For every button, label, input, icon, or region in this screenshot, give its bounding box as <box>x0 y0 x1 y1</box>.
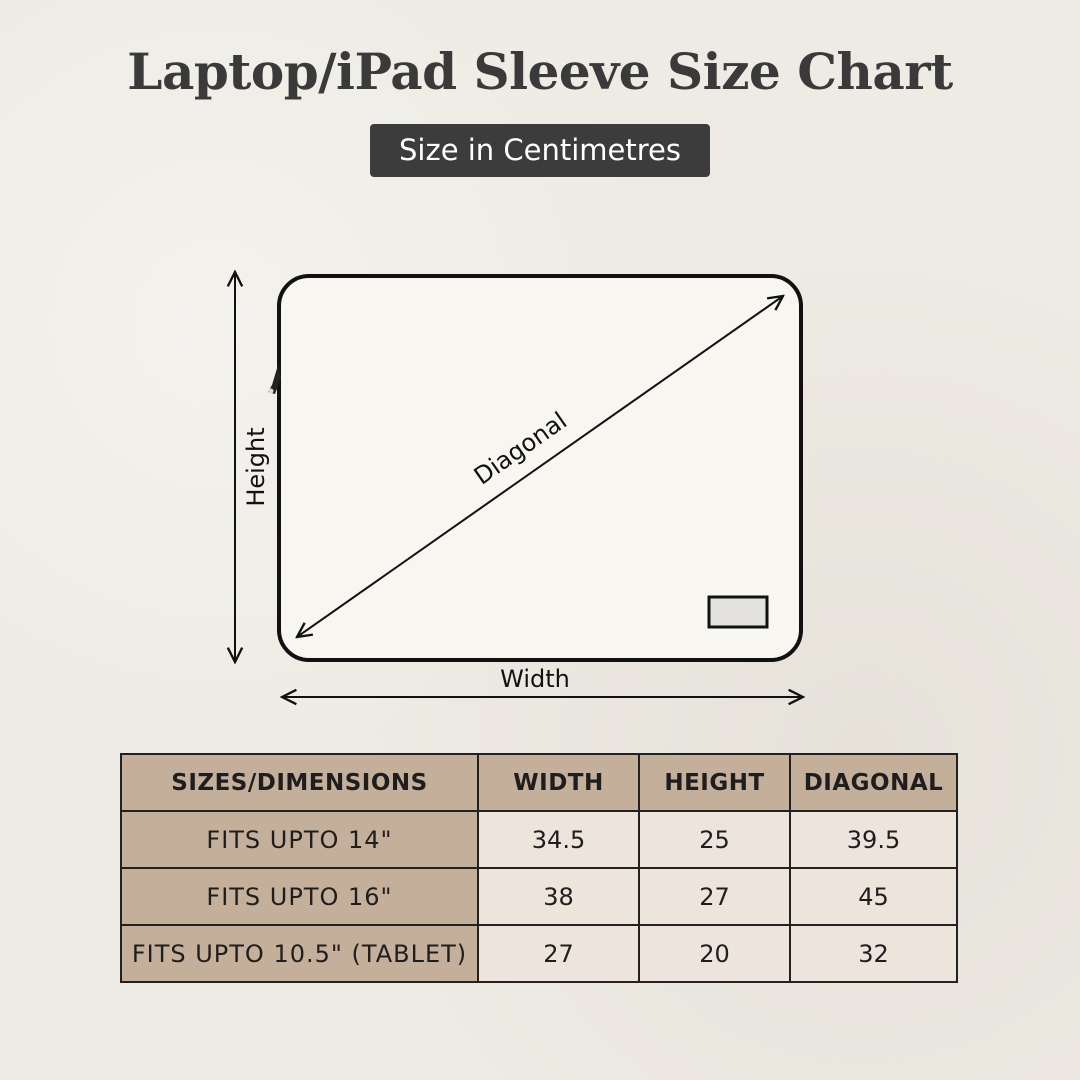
height-label: Height <box>242 427 270 506</box>
table-row: FITS UPTO 14" 34.5 25 39.5 <box>120 810 958 869</box>
page-title: Laptop/iPad Sleeve Size Chart <box>127 42 953 101</box>
header-sizes: SIZES/DIMENSIONS <box>120 753 479 812</box>
diagonal-cell: 39.5 <box>789 810 958 869</box>
width-label: Width <box>500 665 570 693</box>
width-cell: 27 <box>477 924 640 983</box>
table-row: FITS UPTO 10.5" (TABLET) 27 20 32 <box>120 924 958 983</box>
header-diagonal: DIAGONAL <box>789 753 958 812</box>
size-cell: FITS UPTO 10.5" (TABLET) <box>120 924 479 983</box>
size-cell: FITS UPTO 16" <box>120 867 479 926</box>
height-cell: 27 <box>638 867 791 926</box>
units-badge: Size in Centimetres <box>370 124 710 177</box>
size-cell: FITS UPTO 14" <box>120 810 479 869</box>
label-patch <box>707 595 769 629</box>
height-cell: 20 <box>638 924 791 983</box>
diagonal-arrow <box>297 296 783 637</box>
diagonal-cell: 45 <box>789 867 958 926</box>
zipper-pull-icon <box>268 365 281 394</box>
width-cell: 34.5 <box>477 810 640 869</box>
header-width: WIDTH <box>477 753 640 812</box>
sleeve-diagram: Diagonal Height Width <box>0 0 1080 740</box>
diagonal-cell: 32 <box>789 924 958 983</box>
height-cell: 25 <box>638 810 791 869</box>
table-row: FITS UPTO 16" 38 27 45 <box>120 867 958 926</box>
size-table: SIZES/DIMENSIONS WIDTH HEIGHT DIAGONAL F… <box>120 753 958 983</box>
header-height: HEIGHT <box>638 753 791 812</box>
table-header-row: SIZES/DIMENSIONS WIDTH HEIGHT DIAGONAL <box>120 753 958 812</box>
width-cell: 38 <box>477 867 640 926</box>
